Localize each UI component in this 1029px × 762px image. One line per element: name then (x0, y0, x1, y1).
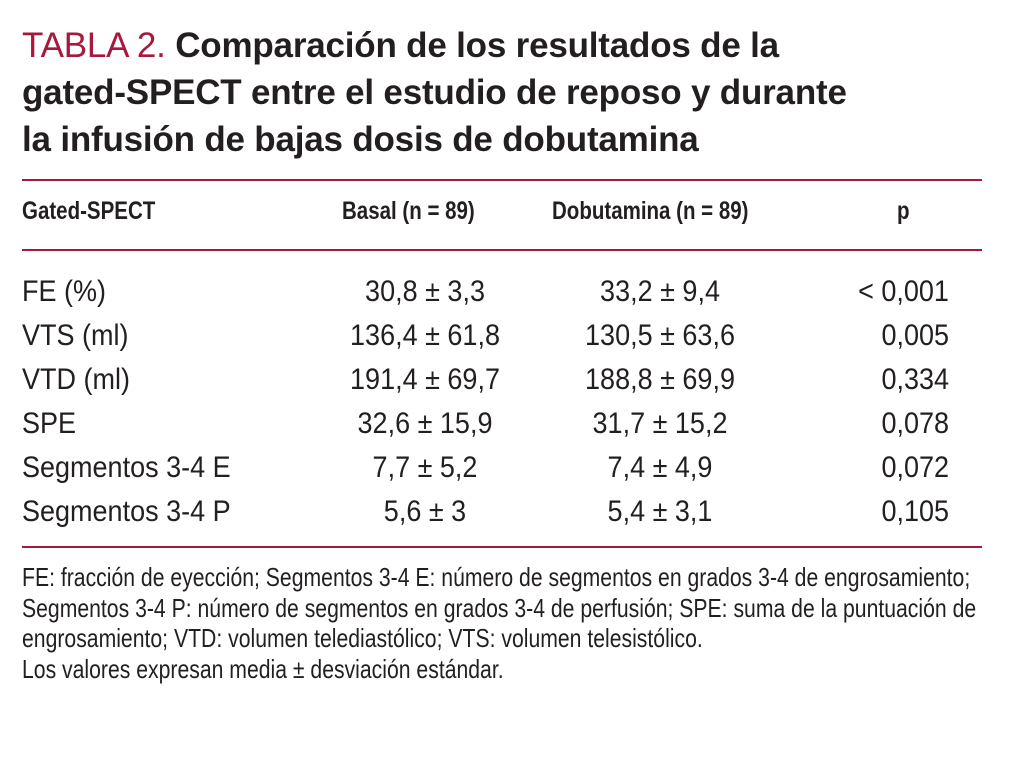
title-line-1: TABLA 2. Comparación de los resultados d… (22, 22, 1012, 69)
table-row: VTS (ml) 136,4 ± 61,8 130,5 ± 63,6 0,005 (0, 314, 1029, 358)
table-footnote: FE: fracción de eyección; Segmentos 3-4 … (22, 562, 984, 684)
title-prefix: TABLA 2. (22, 26, 166, 65)
p-value: 0,072 (881, 451, 949, 484)
table-title: TABLA 2. Comparación de los resultados d… (22, 22, 1012, 163)
header-rule (22, 249, 982, 251)
table-row: FE (%) 30,8 ± 3,3 33,2 ± 9,4 < 0,001 (0, 270, 1029, 314)
row-label: FE (%) (22, 275, 106, 308)
header-basal: Basal (n = 89) (342, 197, 475, 225)
footnote-values-note: Los valores expresan media ± desviación … (22, 653, 504, 684)
title-line-2: gated-SPECT entre el estudio de reposo y… (22, 73, 847, 112)
title-line-3: la infusión de bajas dosis de dobutamina (22, 120, 699, 159)
p-value: 0,334 (881, 363, 949, 396)
table-row: Segmentos 3-4 E 7,7 ± 5,2 7,4 ± 4,9 0,07… (0, 446, 1029, 490)
header-dobutamina: Dobutamina (n = 89) (552, 197, 749, 225)
top-rule (22, 179, 982, 181)
row-label: Segmentos 3-4 E (22, 451, 231, 484)
footnote-abbreviations: FE: fracción de eyección; Segmentos 3-4 … (22, 562, 977, 653)
bottom-rule (22, 546, 982, 548)
header-gated-spect: Gated-SPECT (22, 197, 156, 225)
p-value: 0,078 (881, 407, 949, 440)
p-value: 0,105 (881, 495, 949, 528)
p-value: < 0,001 (858, 275, 949, 308)
table-row: SPE 32,6 ± 15,9 31,7 ± 15,2 0,078 (0, 402, 1029, 446)
header-p: p (897, 197, 910, 225)
p-value: 0,005 (881, 319, 949, 352)
row-label: Segmentos 3-4 P (22, 495, 231, 528)
row-label: VTS (ml) (22, 319, 129, 352)
table-row: VTD (ml) 191,4 ± 69,7 188,8 ± 69,9 0,334 (0, 358, 1029, 402)
row-label: SPE (22, 407, 77, 440)
table-row: Segmentos 3-4 P 5,6 ± 3 5,4 ± 3,1 0,105 (0, 490, 1029, 534)
title-text-1: Comparación de los resultados de la (175, 26, 779, 65)
row-label: VTD (ml) (22, 363, 130, 396)
